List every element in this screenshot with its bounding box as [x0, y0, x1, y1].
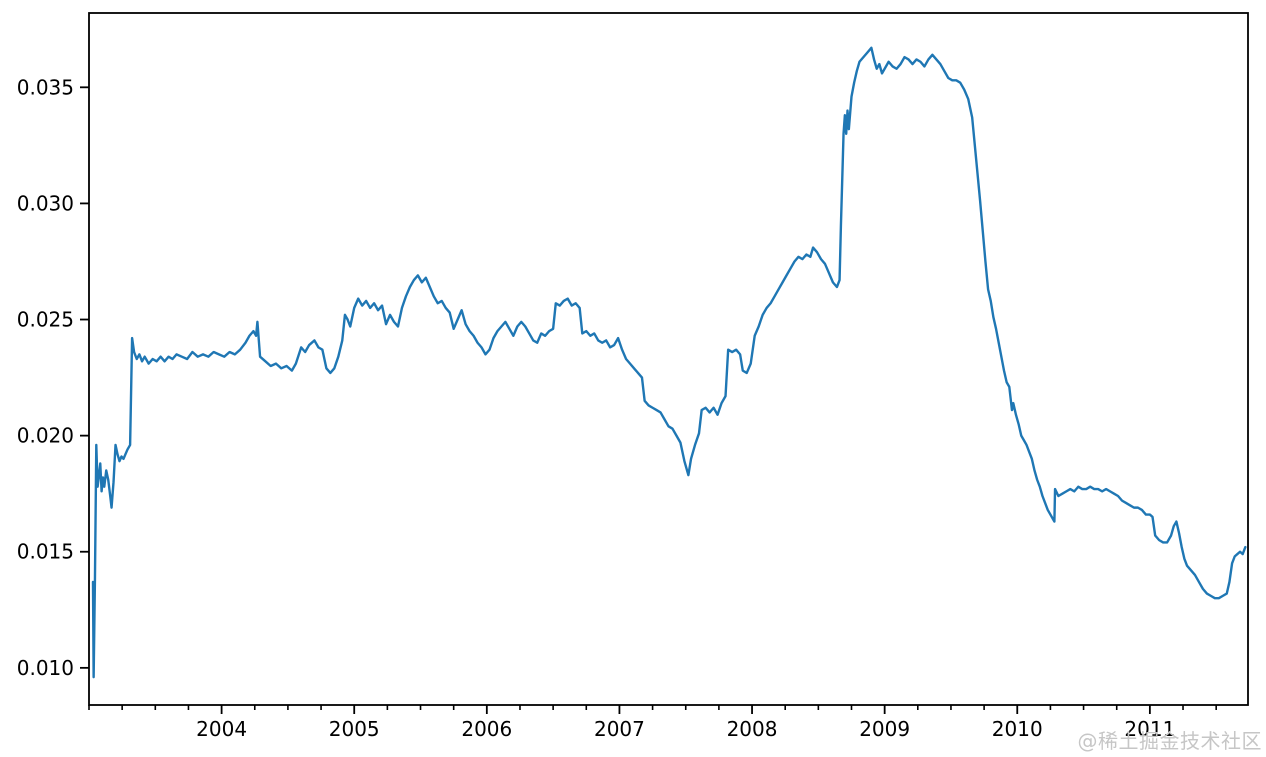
y-axis-tick-label: 0.035: [17, 75, 74, 99]
x-axis-tick-label: 2004: [196, 717, 247, 741]
x-axis-tick-label: 2008: [727, 717, 778, 741]
x-axis-tick-label: 2011: [1124, 717, 1175, 741]
x-axis-tick-label: 2007: [594, 717, 645, 741]
x-axis-tick-label: 2009: [859, 717, 910, 741]
series-line: [91, 46, 1247, 679]
x-axis-tick-label: 2010: [992, 717, 1043, 741]
y-axis-tick-label: 0.010: [17, 656, 74, 680]
y-axis-tick-label: 0.020: [17, 424, 74, 448]
y-axis-tick-label: 0.025: [17, 308, 74, 332]
plot-border: [88, 12, 1249, 706]
y-axis-tick-label: 0.015: [17, 540, 74, 564]
y-axis-tick-label: 0.030: [17, 191, 74, 215]
x-axis-tick-label: 2006: [461, 717, 512, 741]
x-axis-tick-label: 2005: [329, 717, 380, 741]
